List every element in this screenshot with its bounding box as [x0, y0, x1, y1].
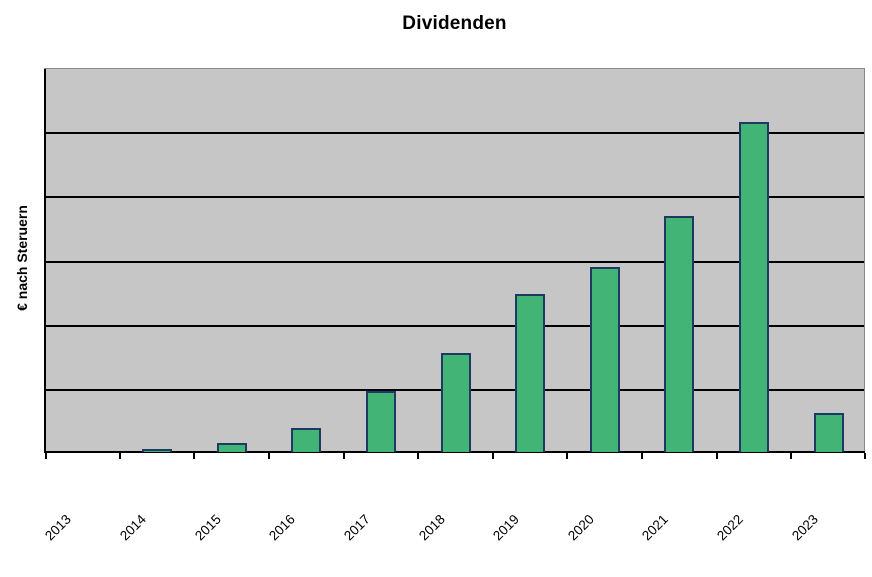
x-axis-tick [864, 453, 866, 459]
x-axis-tick [790, 453, 793, 459]
bar-2019[interactable] [515, 294, 546, 452]
bar-2018[interactable] [440, 353, 471, 452]
bar-2022[interactable] [739, 122, 770, 452]
plot-area [44, 68, 866, 459]
x-axis-label-2016: 2016 [266, 511, 299, 544]
x-axis-tick [417, 453, 420, 459]
x-axis-tick [45, 453, 47, 459]
gridline [45, 260, 864, 263]
bar-2021[interactable] [664, 216, 695, 452]
gridline [45, 132, 864, 135]
x-axis-tick [566, 453, 569, 459]
x-axis-tick [342, 453, 345, 459]
x-axis-tick [715, 453, 718, 459]
bar-2020[interactable] [589, 267, 620, 452]
x-axis-label-2023: 2023 [788, 511, 821, 544]
x-axis-label-2015: 2015 [191, 511, 224, 544]
bar-2015[interactable] [216, 443, 247, 452]
x-axis-tick [193, 453, 196, 459]
x-axis-label-2021: 2021 [639, 511, 672, 544]
bar-2016[interactable] [291, 428, 322, 452]
x-axis-label-2019: 2019 [490, 511, 523, 544]
x-axis-label-2017: 2017 [340, 511, 373, 544]
y-axis-label: € nach Steruern [14, 205, 30, 311]
gridline [45, 196, 864, 199]
bar-2017[interactable] [365, 391, 396, 452]
gridline [45, 324, 864, 327]
x-axis-tick [491, 453, 494, 459]
x-axis-tick [267, 453, 270, 459]
bar-2023[interactable] [813, 413, 844, 452]
x-axis-label-2014: 2014 [117, 511, 149, 544]
x-axis-tick [641, 453, 644, 459]
x-axis-label-2022: 2022 [714, 511, 746, 544]
x-axis-label-2018: 2018 [415, 511, 448, 544]
x-axis-line [44, 451, 865, 453]
x-axis-tick [118, 453, 121, 459]
bar-2014[interactable] [141, 449, 172, 452]
chart-title: Dividenden [402, 13, 507, 34]
x-axis-label-2013: 2013 [42, 511, 75, 544]
x-axis-label-2020: 2020 [564, 511, 597, 544]
